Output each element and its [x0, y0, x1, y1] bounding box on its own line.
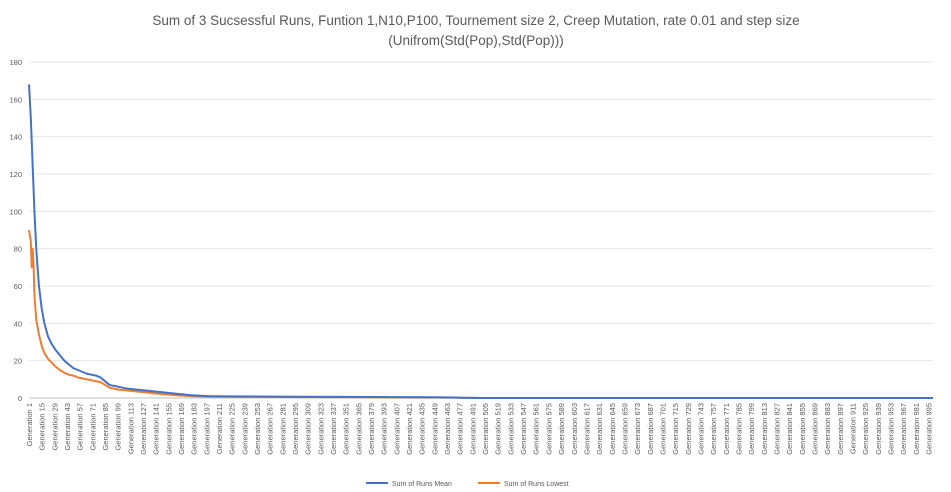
legend-label-lowest: Sum of Runs Lowest: [504, 481, 569, 488]
x-tick-label: Generation 645: [608, 403, 617, 455]
chart-title: Sum of 3 Sucsessful Runs, Funtion 1,N10,…: [152, 13, 799, 28]
legend-label-mean: Sum of Runs Mean: [392, 481, 452, 488]
x-tick-label: Generation 491: [468, 403, 477, 455]
x-tick-label: Generation 351: [342, 403, 351, 455]
y-tick-label: 0: [18, 394, 22, 403]
x-tick-label: Generation 15: [38, 403, 47, 451]
x-tick-label: Generation 925: [861, 403, 870, 455]
x-tick-label: Generation 827: [772, 403, 781, 455]
x-tick-label: Generation 547: [519, 403, 528, 455]
x-tick-label: Generation 729: [684, 403, 693, 455]
x-tick-label: Generation 337: [329, 403, 338, 455]
x-tick-label: Generation 281: [278, 403, 287, 455]
x-tick-label: Generation 169: [177, 403, 186, 455]
y-tick-label: 40: [14, 319, 22, 328]
x-tick-label: Generation 155: [164, 403, 173, 455]
x-tick-label: Generation 267: [266, 403, 275, 455]
x-tick-label: Generation 701: [658, 403, 667, 455]
x-tick-label: Generation 561: [532, 403, 541, 455]
x-tick-label: Generation 29: [50, 403, 59, 451]
x-tick-label: Generation 435: [418, 403, 427, 455]
x-tick-label: Generation 449: [430, 403, 439, 455]
x-tick-label: Generation 113: [126, 403, 135, 454]
x-tick-label: Generation 183: [190, 403, 199, 455]
x-tick-label: Generation 939: [874, 403, 883, 455]
x-tick-label: Generation 981: [912, 403, 921, 455]
sum-of-runs-mean-line: [28, 84, 933, 399]
x-tick-label: Generation 869: [810, 403, 819, 455]
x-tick-label: Generation 799: [747, 403, 756, 455]
x-tick-label: Generation 477: [456, 403, 465, 455]
x-tick-label: Generation 967: [899, 403, 908, 455]
x-tick-label: Generation 99: [114, 403, 123, 451]
x-tick-label: Generation 127: [139, 403, 148, 455]
x-tick-label: Generation 631: [595, 403, 604, 455]
x-tick-label: Generation 673: [633, 403, 642, 455]
x-tick-label: Generation 785: [734, 403, 743, 455]
x-tick-label: Generation 519: [494, 403, 503, 455]
x-tick-label: Generation 309: [304, 403, 313, 455]
x-tick-label: Generation 323: [316, 403, 325, 455]
x-tick-label: Generation 253: [253, 403, 262, 455]
y-tick-label: 60: [14, 282, 22, 291]
x-tick-label: Generation 715: [671, 403, 680, 455]
x-tick-label: Generation 617: [582, 403, 591, 455]
x-tick-label: Generation 295: [291, 403, 300, 455]
x-tick-label: Generation 743: [696, 403, 705, 455]
x-tick-label: Generation 239: [240, 403, 249, 455]
y-tick-label: 100: [9, 207, 22, 216]
x-tick-label: Generation 687: [646, 403, 655, 455]
x-tick-label: Generation 897: [836, 403, 845, 455]
x-tick-label: Generation 995: [924, 403, 933, 455]
x-tick-label: Generation 883: [823, 403, 832, 455]
x-tick-label: Generation 771: [722, 403, 731, 455]
x-tick-label: Generation 1: [25, 403, 34, 446]
legend: Sum of Runs Mean Sum of Runs Lowest: [366, 481, 569, 488]
chart-subtitle: (Unifrom(Std(Pop),Std(Pop))): [388, 33, 564, 48]
x-tick-label: Generation 575: [544, 403, 553, 455]
x-tick-label: Generation 365: [354, 403, 363, 455]
x-tick-label: Generation 841: [785, 403, 794, 455]
x-tick-label: Generation 659: [620, 403, 629, 455]
y-tick-label: 20: [14, 357, 22, 366]
x-tick-label: Generation 57: [76, 403, 85, 451]
x-tick-label: Generation 421: [405, 403, 414, 455]
x-tick-label: Generation 379: [367, 403, 376, 455]
x-tick-label: Generation 855: [798, 403, 807, 455]
y-axis-tick-labels: 0 20 40 60 80 100 120 140 160 180: [9, 58, 22, 403]
x-tick-label: Generation 911: [848, 403, 857, 454]
x-tick-label: Generation 589: [557, 403, 566, 455]
x-tick-label: Generation 505: [481, 403, 490, 455]
x-tick-label: Generation 85: [101, 403, 110, 451]
y-tick-label: 180: [9, 58, 22, 67]
y-tick-label: 80: [14, 245, 22, 254]
x-tick-label: Generation 43: [63, 403, 72, 451]
x-tick-label: Generation 757: [709, 403, 718, 455]
x-tick-label: Generation 603: [570, 403, 579, 455]
x-tick-label: Generation 225: [228, 403, 237, 455]
x-tick-label: Generation 533: [506, 403, 515, 455]
x-tick-label: Generation 71: [88, 403, 97, 451]
x-tick-label: Generation 953: [886, 403, 895, 455]
y-tick-label: 160: [9, 95, 22, 104]
x-tick-label: Generation 393: [380, 403, 389, 455]
x-axis-tick-labels: Generation 1 Generation 15 Generation 29 Ge…: [25, 403, 933, 455]
x-tick-label: Generation 407: [392, 403, 401, 455]
x-tick-label: Generation 463: [443, 403, 452, 455]
x-tick-label: Generation 141: [152, 403, 161, 455]
x-tick-label: Generation 211: [215, 403, 224, 454]
series-lines: [28, 84, 933, 399]
x-tick-label: Generation 197: [202, 403, 211, 455]
y-tick-label: 140: [9, 133, 22, 142]
y-tick-label: 120: [9, 170, 22, 179]
x-tick-label: Generation 813: [760, 403, 769, 455]
gridlines: [29, 61, 933, 362]
